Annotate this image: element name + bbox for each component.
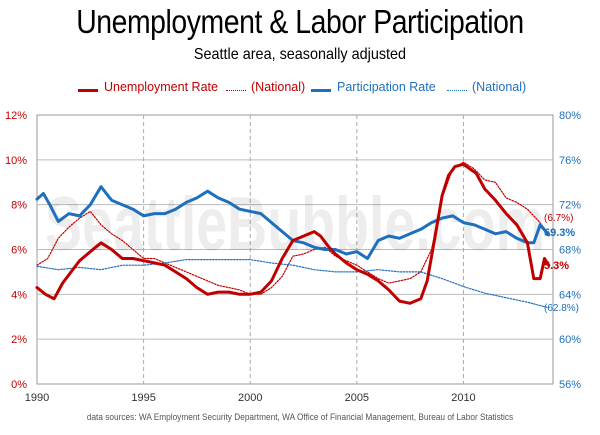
left-tick-label: 8%: [11, 200, 27, 212]
end-label-participation: 69.3%: [544, 227, 575, 239]
left-tick-label: 4%: [11, 289, 27, 301]
right-tick-label: 80%: [559, 110, 581, 122]
end-label-unemployment: 5.3%: [544, 260, 569, 272]
legend-label-unemployment-national: (National): [251, 80, 306, 94]
left-tick-label: 10%: [5, 155, 27, 167]
watermark: SeattleBubble.com: [45, 182, 545, 267]
right-tick-label: 76%: [559, 155, 581, 167]
chart-subtitle: Seattle area, seasonally adjusted: [193, 46, 407, 63]
data-source-note: data sources: WA Employment Security Dep…: [86, 412, 514, 422]
series-line-0: [35, 162, 551, 305]
x-tick-label: 2005: [345, 392, 369, 404]
x-tick-label: 1990: [25, 392, 49, 404]
legend-label-participation-national: (National): [472, 80, 527, 94]
legend-swatch-participation-national: [447, 90, 467, 91]
series-line-1: [36, 161, 550, 295]
series-line-3: [36, 259, 550, 309]
x-tick-label: 1995: [131, 392, 155, 404]
x-tick-label: 2000: [238, 392, 262, 404]
left-tick-label: 6%: [11, 245, 27, 257]
legend: Unemployment Rate (National) Participati…: [0, 80, 600, 100]
end-label-participation-national: (62.8%): [544, 303, 579, 314]
right-tick-label: 68%: [559, 245, 581, 257]
legend-swatch-participation: [311, 89, 331, 92]
right-tick-label: 72%: [559, 200, 581, 212]
right-tick-label: 60%: [559, 334, 581, 346]
end-label-unemployment-national: (6.7%): [544, 213, 573, 224]
legend-label-unemployment: Unemployment Rate: [104, 80, 218, 94]
right-tick-label: 56%: [559, 379, 581, 391]
legend-label-participation: Participation Rate: [337, 80, 436, 94]
chart-title: Unemployment & Labor Participation: [76, 3, 524, 40]
x-tick-label: 2010: [451, 392, 475, 404]
left-tick-label: 2%: [11, 334, 27, 346]
legend-swatch-unemployment-national: [226, 90, 246, 91]
right-tick-label: 64%: [559, 289, 581, 301]
left-tick-label: 0%: [11, 379, 27, 391]
left-tick-label: 12%: [5, 110, 27, 122]
legend-swatch-unemployment: [78, 89, 98, 92]
